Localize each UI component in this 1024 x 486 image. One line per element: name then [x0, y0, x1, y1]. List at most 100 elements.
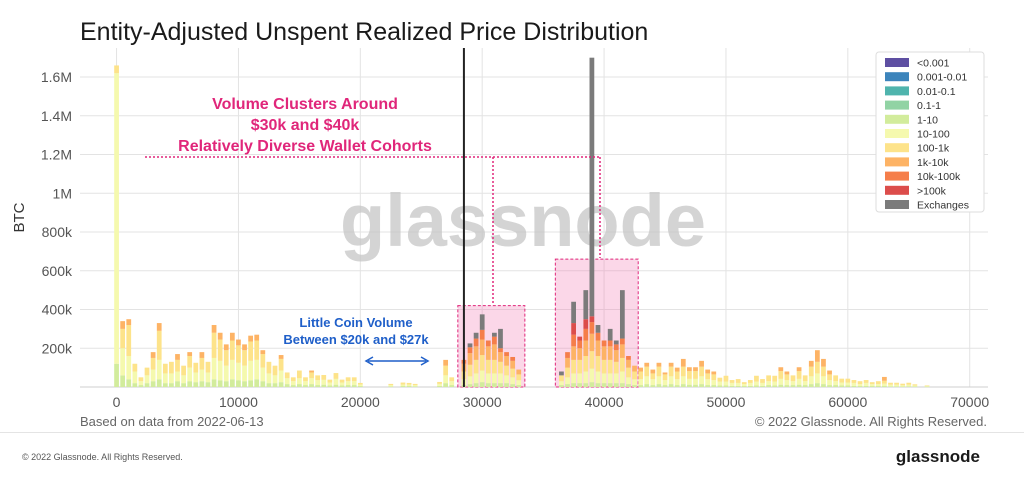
bar-segment [632, 371, 637, 380]
legend-label: 0.01-0.1 [917, 86, 956, 98]
bar-segment [747, 382, 753, 386]
bar-segment [644, 362, 650, 367]
bar-segment [882, 380, 887, 384]
bar-segment [906, 384, 912, 387]
bar-segment [699, 384, 704, 387]
bar-stack [126, 319, 132, 387]
bar-segment [485, 340, 491, 347]
bar-segment [181, 383, 186, 387]
bar-segment [321, 384, 327, 387]
bar-stack [583, 290, 589, 387]
bar-segment [321, 374, 327, 380]
bar-segment [729, 382, 735, 386]
bar-segment [169, 361, 174, 374]
bar-segment [400, 386, 406, 387]
bar-stack [790, 375, 796, 387]
bar-segment [571, 334, 576, 347]
bar-segment [833, 381, 839, 386]
bar-segment [869, 386, 875, 387]
bar-segment [309, 370, 314, 373]
footer-copyright: © 2022 Glassnode. All Rights Reserved. [22, 452, 183, 462]
bar-stack [839, 378, 845, 387]
legend-label: Exchanges [917, 200, 969, 212]
bar-stack [754, 375, 759, 387]
bar-segment [766, 381, 771, 386]
bar-stack [162, 363, 168, 387]
bar-segment [607, 340, 613, 347]
bar-segment [315, 385, 321, 387]
bar-segment [802, 381, 808, 386]
y-tick-label: 200k [42, 340, 73, 356]
bar-stack [254, 334, 260, 387]
bar-segment [345, 385, 351, 387]
bar-stack [711, 371, 717, 387]
bar-segment [223, 350, 229, 366]
bar-stack [175, 354, 180, 387]
bar-segment [882, 383, 887, 387]
bar-stack [449, 377, 455, 387]
clusters-line-3: Relatively Diverse Wallet Cohorts [178, 138, 432, 155]
bar-segment [162, 383, 168, 387]
bar-segment [479, 355, 485, 371]
bar-segment [821, 384, 826, 387]
bar-segment [656, 366, 662, 377]
bar-segment [693, 378, 698, 385]
bar-segment [345, 377, 351, 382]
x-tick-label: 20000 [341, 394, 380, 410]
bar-segment [613, 361, 619, 374]
bar-segment [150, 369, 156, 382]
bar-segment [339, 385, 345, 387]
y-tick-label: 1M [53, 185, 72, 201]
bar-segment [607, 328, 613, 341]
bar-segment [796, 378, 802, 385]
bar-segment [345, 381, 351, 386]
bar-stack [662, 372, 668, 387]
bar-stack [729, 380, 735, 387]
bar-segment [772, 385, 778, 387]
bar-segment [869, 382, 875, 385]
bar-segment [863, 382, 869, 386]
bar-segment [650, 379, 656, 386]
bar-segment [217, 332, 223, 340]
bar-segment [504, 375, 509, 384]
bar-segment [595, 332, 601, 341]
bar-segment [808, 360, 814, 367]
bar-segment [674, 367, 680, 372]
bar-segment [888, 386, 893, 387]
legend-label: 10k-100k [917, 171, 961, 183]
bar-stack [266, 361, 272, 387]
bar-segment [924, 386, 930, 388]
bar-segment [498, 348, 503, 353]
bar-segment [144, 383, 150, 387]
bar-stack [205, 361, 211, 387]
bar-segment [814, 361, 820, 374]
bar-stack [467, 343, 473, 387]
bar-segment [741, 386, 747, 387]
bar-segment [705, 385, 711, 387]
based-on-note: Based on data from 2022-06-13 [80, 414, 264, 429]
bar-segment [778, 371, 784, 379]
bar-segment [613, 340, 619, 345]
bar-stack [169, 361, 174, 387]
bar-segment [839, 378, 845, 383]
bar-segment [656, 362, 662, 367]
bar-segment [900, 386, 906, 387]
bar-segment [845, 385, 851, 387]
bar-segment [492, 359, 497, 374]
bar-segment [333, 373, 339, 379]
legend-label: 0.1-1 [917, 100, 941, 112]
bar-segment [485, 346, 491, 360]
bar-segment [595, 340, 601, 357]
bar-stack [443, 359, 449, 387]
bar-segment [680, 384, 686, 387]
bar-stack [211, 325, 217, 387]
bar-segment [924, 385, 930, 387]
bar-segment [650, 373, 656, 380]
bar-segment [266, 383, 272, 387]
bar-segment [601, 346, 607, 360]
bar-segment [412, 385, 418, 387]
bar-segment [211, 357, 217, 380]
bar-segment [217, 339, 223, 361]
bar-stack [784, 371, 790, 387]
bar-segment [492, 336, 497, 345]
